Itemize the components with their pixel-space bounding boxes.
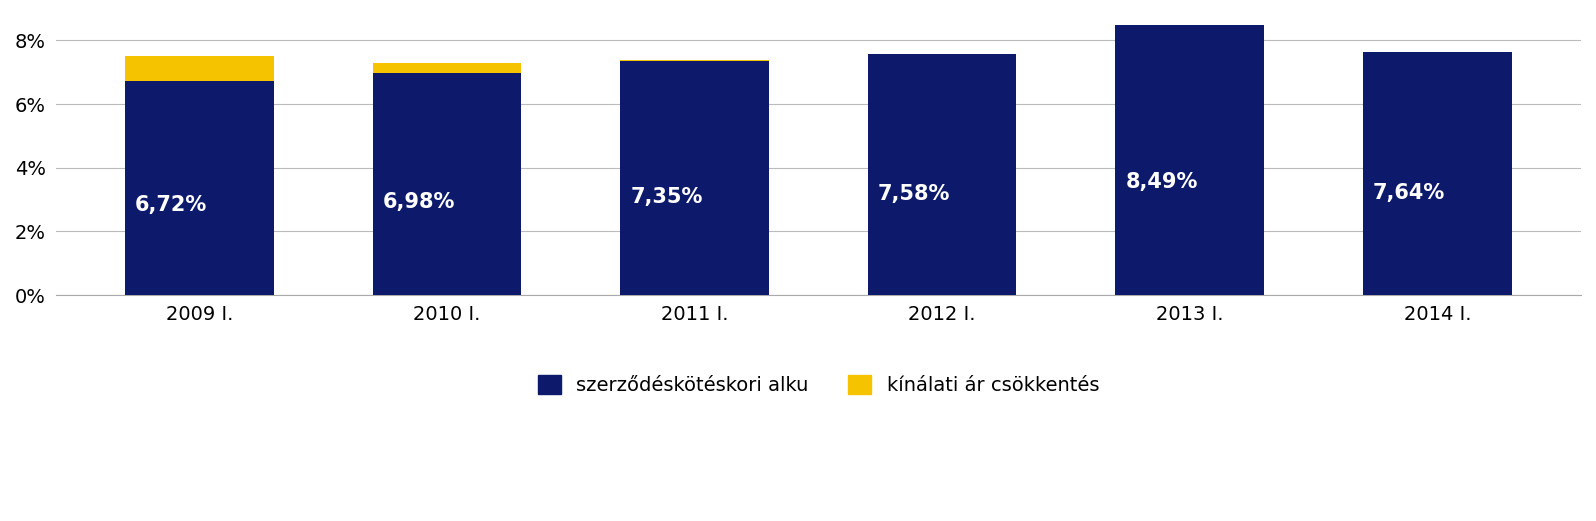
Bar [1116,25,1264,295]
Text: 6,72%: 6,72% [136,195,207,215]
Bar [621,61,769,295]
Legend: szerződéskötéskori alku, kínálati ár csökkentés: szerződéskötéskori alku, kínálati ár csö… [530,367,1108,403]
Bar [124,56,273,81]
Bar [124,81,273,295]
Bar [372,63,522,73]
Text: 7,35%: 7,35% [630,187,702,207]
Bar [621,59,769,61]
Text: 6,98%: 6,98% [383,192,455,212]
Bar [1363,52,1511,295]
Text: 8,49%: 8,49% [1125,171,1197,192]
Text: 7,58%: 7,58% [878,184,950,204]
Bar [868,54,1017,295]
Bar [372,73,522,295]
Text: 7,64%: 7,64% [1373,183,1446,203]
